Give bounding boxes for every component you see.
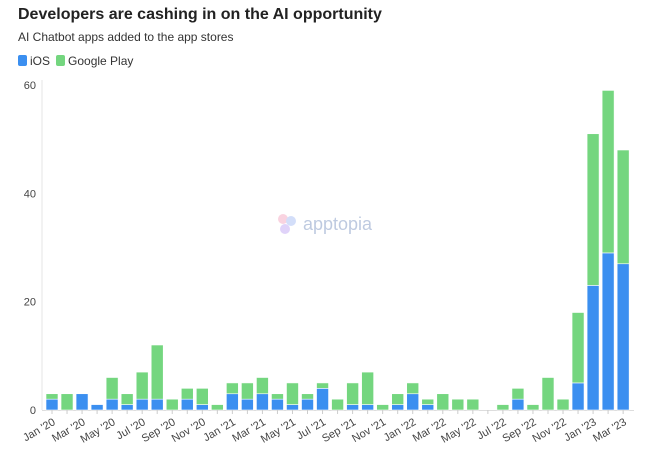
- bar-google-play: [165, 398, 179, 411]
- x-tick-label: May '22: [439, 416, 478, 445]
- bar-google-play: [571, 312, 585, 384]
- bar-google-play: [496, 404, 510, 411]
- bar-google-play: [466, 398, 480, 411]
- y-tick-label: 40: [24, 188, 36, 200]
- bar-ios: [316, 388, 329, 411]
- chart-title: Developers are cashing in on the AI oppo…: [18, 6, 382, 23]
- bar-ios: [361, 404, 374, 411]
- bar-google-play: [316, 382, 329, 389]
- legend-swatch-google-play: [56, 55, 66, 66]
- legend-ios[interactable]: iOS: [18, 54, 50, 68]
- bar-google-play: [60, 393, 74, 411]
- bar-google-play: [376, 404, 389, 411]
- bar-google-play: [180, 388, 194, 400]
- bar-ios: [391, 404, 404, 411]
- bar-google-play: [226, 382, 239, 395]
- legend-label-ios: iOS: [30, 54, 51, 68]
- bar-ios: [120, 404, 134, 411]
- x-tick-label: May '20: [79, 416, 118, 445]
- y-tick-label: 60: [24, 80, 36, 92]
- bar-ios: [601, 252, 615, 411]
- bar-ios: [90, 404, 104, 411]
- bar-ios: [105, 398, 119, 411]
- bar-google-play: [286, 382, 299, 405]
- bar-google-play: [391, 393, 404, 405]
- bar-google-play: [256, 377, 269, 395]
- legend-label-google-play: Google Play: [68, 54, 134, 68]
- bar-google-play: [616, 149, 630, 265]
- x-tick-label: Jan '23: [562, 416, 598, 444]
- bar-ios: [226, 393, 239, 411]
- bar-ios: [196, 404, 209, 411]
- bar-ios: [135, 398, 149, 411]
- bar-google-play: [451, 398, 465, 411]
- bar-google-play: [211, 404, 224, 411]
- bar-ios: [45, 398, 59, 411]
- bar-ios: [406, 393, 420, 411]
- bar-ios: [241, 398, 254, 411]
- bar-google-play: [331, 398, 344, 411]
- x-tick-label: Sep '22: [500, 416, 538, 445]
- bar-ios: [180, 398, 194, 411]
- x-tick-label: Sep '20: [140, 416, 178, 445]
- bar-google-play: [586, 133, 600, 286]
- watermark: apptopia: [275, 212, 372, 236]
- y-tick-label: 20: [24, 297, 36, 309]
- bar-google-play: [120, 393, 134, 405]
- bar-google-play: [406, 382, 420, 395]
- bar-google-play: [436, 393, 450, 411]
- bar-google-play: [271, 393, 284, 400]
- bar-ios: [421, 404, 435, 411]
- bar-google-play: [105, 377, 119, 400]
- legend: iOS Google Play: [18, 54, 133, 68]
- bar-ios: [150, 398, 164, 411]
- y-tick-label: 0: [30, 405, 36, 417]
- bar-google-play: [150, 344, 164, 400]
- bar-ios: [271, 398, 284, 411]
- bar-google-play: [196, 388, 209, 405]
- bar-ios: [586, 285, 600, 411]
- x-tick-label: May '21: [259, 416, 298, 445]
- x-tick-label: Jan '20: [21, 416, 57, 444]
- apptopia-logo-icon: [278, 214, 296, 234]
- bar-ios: [511, 398, 525, 411]
- bar-google-play: [556, 398, 570, 411]
- bar-google-play: [361, 371, 374, 405]
- x-tick-label: Jan '21: [201, 416, 237, 444]
- legend-swatch-ios: [18, 55, 27, 66]
- watermark-text: apptopia: [303, 213, 373, 234]
- x-tick-label: Nov '22: [531, 416, 569, 445]
- x-tick-label: Nov '21: [350, 416, 388, 445]
- x-tick-label: Sep '21: [320, 416, 358, 445]
- bar-ios: [75, 393, 89, 411]
- bar-ios: [301, 398, 314, 411]
- bar-ios: [571, 382, 585, 411]
- bar-google-play: [241, 382, 254, 400]
- legend-google-play[interactable]: Google Play: [56, 54, 133, 68]
- bar-google-play: [301, 393, 314, 400]
- bar-google-play: [601, 90, 615, 254]
- x-tick-label: Mar '23: [591, 416, 628, 445]
- bar-google-play: [135, 371, 149, 400]
- x-tick-label: Jan '22: [382, 416, 418, 444]
- chart-subtitle: AI Chatbot apps added to the app stores: [18, 30, 234, 44]
- bar-ios: [286, 404, 299, 411]
- x-tick-label: Nov '20: [170, 416, 208, 445]
- bar-ios: [256, 393, 269, 411]
- bar-google-play: [526, 404, 540, 411]
- bar-google-play: [541, 377, 555, 411]
- bar-google-play: [511, 388, 525, 400]
- bar-ios: [616, 263, 630, 411]
- bar-google-play: [45, 393, 59, 400]
- bar-google-play: [421, 398, 435, 405]
- bar-google-play: [346, 382, 359, 405]
- bar-ios: [346, 404, 359, 411]
